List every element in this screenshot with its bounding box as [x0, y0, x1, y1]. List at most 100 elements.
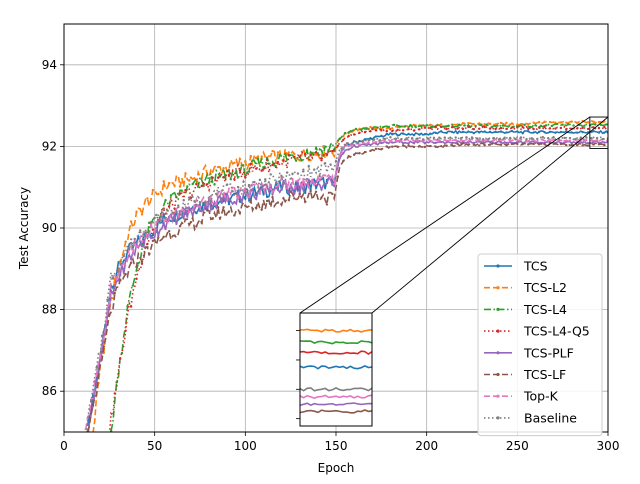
data-point — [331, 192, 334, 196]
series-markers-baseline — [90, 135, 608, 402]
data-point — [167, 205, 171, 208]
data-point — [342, 138, 345, 142]
zoom-connector — [299, 116, 591, 314]
data-point — [574, 137, 577, 141]
data-point — [340, 151, 343, 154]
data-point — [586, 144, 590, 147]
data-point — [113, 278, 116, 281]
data-point — [193, 200, 196, 203]
legend-marker — [496, 307, 500, 311]
data-point — [385, 132, 388, 136]
data-point — [536, 140, 539, 143]
legend-item: TCS — [484, 259, 548, 274]
data-point — [527, 127, 530, 131]
data-point — [215, 192, 218, 196]
data-point — [247, 183, 251, 187]
data-point — [320, 159, 323, 162]
data-point — [552, 138, 555, 141]
data-point — [155, 220, 158, 224]
data-point — [548, 120, 552, 124]
data-point — [483, 125, 486, 129]
data-point — [255, 197, 258, 201]
data-point — [572, 124, 575, 127]
legend-label: TCS-L4 — [523, 302, 567, 317]
data-point — [336, 175, 340, 178]
data-point — [505, 121, 508, 124]
data-point — [173, 207, 176, 210]
data-point — [367, 138, 370, 142]
data-point — [450, 130, 454, 134]
data-point — [303, 200, 307, 204]
data-point — [590, 137, 593, 140]
data-point — [271, 192, 274, 196]
legend-marker — [496, 329, 500, 333]
data-point — [146, 246, 149, 249]
data-point — [425, 124, 428, 127]
data-point — [334, 170, 338, 174]
data-point — [314, 190, 318, 193]
data-point — [445, 144, 448, 147]
data-point — [187, 196, 191, 199]
data-point — [449, 136, 452, 139]
data-point — [521, 142, 524, 146]
data-point — [95, 366, 98, 369]
inset-series-layer — [300, 328, 372, 414]
data-point — [385, 129, 388, 133]
data-point — [516, 126, 519, 129]
y-tick-label: 94 — [42, 58, 57, 72]
data-point — [369, 137, 372, 140]
data-point — [332, 149, 336, 153]
data-point — [235, 169, 238, 173]
data-point — [249, 154, 252, 158]
data-point — [391, 133, 394, 136]
data-point — [381, 126, 385, 129]
data-point — [401, 144, 405, 147]
data-point — [398, 125, 401, 128]
data-point — [507, 125, 510, 128]
data-point — [505, 131, 508, 134]
data-point — [231, 190, 234, 193]
data-point — [195, 183, 198, 186]
data-point — [508, 138, 512, 142]
data-point — [537, 126, 541, 129]
data-point — [545, 124, 548, 127]
data-point — [363, 130, 367, 134]
data-point — [478, 144, 481, 147]
data-point — [233, 200, 236, 204]
data-point — [523, 123, 526, 127]
data-point — [309, 153, 312, 156]
data-point — [313, 168, 316, 171]
data-point — [213, 183, 216, 186]
data-point — [429, 126, 432, 130]
data-point — [418, 133, 421, 136]
data-point — [276, 201, 280, 204]
legend-item: TCS-LF — [484, 367, 566, 382]
data-point — [561, 123, 564, 126]
data-point — [178, 192, 182, 195]
data-point — [124, 329, 127, 332]
data-point — [541, 138, 544, 141]
data-point — [211, 217, 214, 220]
data-point — [498, 138, 501, 141]
data-point — [307, 186, 310, 189]
data-point — [579, 136, 582, 139]
data-point — [387, 125, 390, 129]
data-point — [439, 130, 443, 133]
data-point — [391, 145, 394, 148]
data-point — [280, 175, 283, 178]
data-point — [207, 181, 211, 184]
data-point — [385, 127, 388, 130]
data-point — [554, 131, 557, 134]
legend-marker — [496, 394, 500, 398]
data-point — [595, 136, 599, 140]
data-point — [102, 345, 106, 348]
data-point — [325, 153, 329, 156]
data-point — [166, 209, 169, 212]
data-point — [516, 142, 519, 146]
data-point — [276, 151, 280, 154]
legend-marker — [496, 264, 500, 268]
inset-line-tcs-lf — [300, 409, 372, 414]
data-point — [352, 133, 356, 136]
